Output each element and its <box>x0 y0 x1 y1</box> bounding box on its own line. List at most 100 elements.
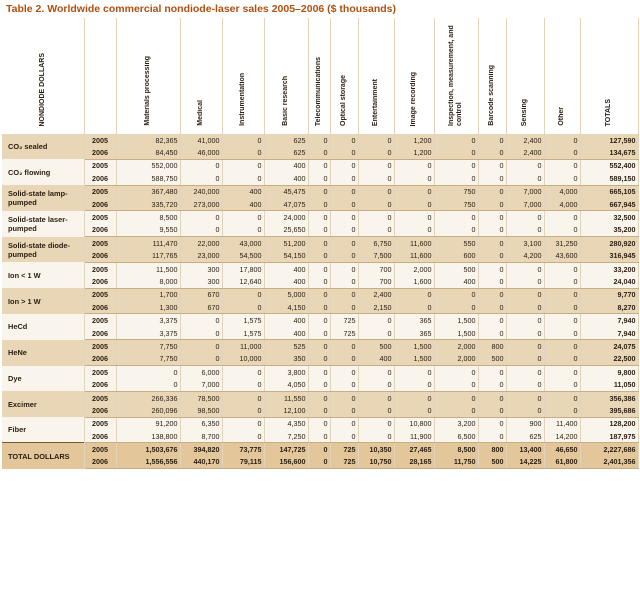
value-cell: 0 <box>506 262 545 276</box>
value-cell: 11,600 <box>394 236 435 250</box>
table-row: 2006 7,750 0 10,000 350 0 0 400 1,500 2,000 500 0 0 2… <box>2 352 639 367</box>
value-cell: 0 <box>544 391 581 405</box>
value-cell: 0 <box>222 210 265 224</box>
column-header-label: Materials processing <box>144 56 151 126</box>
total-cell: 395,686 <box>579 404 639 418</box>
value-cell: 0 <box>394 210 435 224</box>
column-header-label: Entertainment <box>372 78 379 126</box>
column-header-label: Telecommunications <box>315 56 322 126</box>
value-cell: 0 <box>506 210 545 224</box>
value-cell: 9,550 <box>116 223 181 238</box>
value-cell: 0 <box>434 378 479 392</box>
value-cell: 0 <box>358 313 395 327</box>
value-cell: 10,350 <box>358 442 395 456</box>
value-cell: 0 <box>358 197 395 212</box>
value-cell: 0 <box>180 210 223 224</box>
table-row: 2006 117,765 23,000 54,500 54,150 0 0 7,500 11,6… <box>2 249 639 263</box>
value-cell: 500 <box>478 455 507 470</box>
value-cell: 725 <box>330 455 359 470</box>
value-cell: 2,000 <box>434 352 479 367</box>
year-cell: 2006 <box>84 301 117 315</box>
value-cell: 0 <box>506 223 545 238</box>
value-cell: 0 <box>116 365 181 379</box>
value-cell: 0 <box>308 288 331 302</box>
total-cell: 33,200 <box>579 262 639 276</box>
year-cell: 2006 <box>84 404 117 418</box>
value-cell: 0 <box>358 378 395 392</box>
value-cell: 0 <box>308 455 331 470</box>
total-cell: 24,040 <box>579 275 639 289</box>
value-cell: 0 <box>222 172 265 186</box>
value-cell: 11,550 <box>264 391 309 405</box>
year-cell: 2005 <box>84 236 117 250</box>
value-cell: 2,400 <box>506 134 545 147</box>
table-row: 2006 84,450 46,000 0 625 0 0 0 1,200 0 0 2,400 0 134,… <box>2 146 639 160</box>
value-cell: 750 <box>434 185 479 198</box>
value-cell: 0 <box>308 417 331 430</box>
value-cell: 0 <box>222 365 265 379</box>
value-cell: 400 <box>264 326 309 341</box>
value-cell: 0 <box>180 223 223 238</box>
value-cell: 0 <box>358 172 395 186</box>
value-cell: 400 <box>222 185 265 198</box>
value-cell: 0 <box>330 339 359 353</box>
column-header: Entertainment <box>358 18 395 134</box>
value-cell: 0 <box>544 275 581 289</box>
value-cell: 0 <box>308 365 331 379</box>
value-cell: 1,200 <box>394 134 435 147</box>
value-cell: 0 <box>544 404 581 418</box>
value-cell: 98,500 <box>180 404 223 418</box>
value-cell: 0 <box>330 391 359 405</box>
value-cell: 12,100 <box>264 404 309 418</box>
value-cell: 0 <box>180 159 223 173</box>
value-cell: 7,750 <box>116 339 181 353</box>
value-cell: 1,556,556 <box>116 455 181 470</box>
value-cell: 550 <box>434 236 479 250</box>
value-cell: 0 <box>506 288 545 302</box>
value-cell: 0 <box>478 326 507 341</box>
row-group-label: CO₂ sealed <box>2 134 85 160</box>
year-cell: 2005 <box>84 262 117 276</box>
value-cell: 0 <box>330 417 359 430</box>
value-cell: 61,800 <box>544 455 581 470</box>
value-cell: 6,350 <box>180 417 223 430</box>
value-cell: 0 <box>180 326 223 341</box>
value-cell: 0 <box>308 210 331 224</box>
total-cell: 134,675 <box>579 146 639 160</box>
column-header: Basic research <box>264 18 309 134</box>
value-cell: 0 <box>222 134 265 147</box>
column-header: Inspection, measurement, and control <box>434 18 479 134</box>
value-cell: 78,500 <box>180 391 223 405</box>
value-cell: 0 <box>330 210 359 224</box>
value-cell: 0 <box>308 301 331 315</box>
value-cell: 0 <box>330 404 359 418</box>
table-row: CO₂ flowing 2005 552,000 0 0 400 0 0 0 0 0 0 0 0 552,4… <box>2 159 639 186</box>
value-cell: 0 <box>330 197 359 212</box>
value-cell: 3,375 <box>116 313 181 327</box>
value-cell: 0 <box>222 146 265 160</box>
value-cell: 0 <box>506 301 545 315</box>
column-header <box>84 18 117 134</box>
year-cell: 2006 <box>84 146 117 160</box>
value-cell: 27,465 <box>394 442 435 456</box>
value-cell: 400 <box>358 352 395 367</box>
total-cell: 665,105 <box>579 185 639 198</box>
value-cell: 31,250 <box>544 236 581 250</box>
table-row: Solid-state lamp-pumped 2005 367,480 240,00… <box>2 185 639 211</box>
value-cell: 0 <box>180 172 223 186</box>
table-row: Solid-state laser-pumped 2005 8,500 0 0 24,00… <box>2 210 639 237</box>
value-cell: 7,750 <box>116 352 181 367</box>
value-cell: 1,500 <box>394 352 435 367</box>
value-cell: 4,350 <box>264 417 309 430</box>
value-cell: 0 <box>330 365 359 379</box>
table-row: 2006 8,000 300 12,640 400 0 0 700 1,600 400 0 0 0 24,… <box>2 275 639 289</box>
year-cell: 2006 <box>84 326 117 341</box>
value-cell: 4,200 <box>506 249 545 263</box>
value-cell: 0 <box>330 146 359 160</box>
value-cell: 82,365 <box>116 134 181 147</box>
year-cell: 2005 <box>84 185 117 198</box>
value-cell: 6,750 <box>358 236 395 250</box>
value-cell: 0 <box>330 236 359 250</box>
value-cell: 0 <box>330 429 359 444</box>
